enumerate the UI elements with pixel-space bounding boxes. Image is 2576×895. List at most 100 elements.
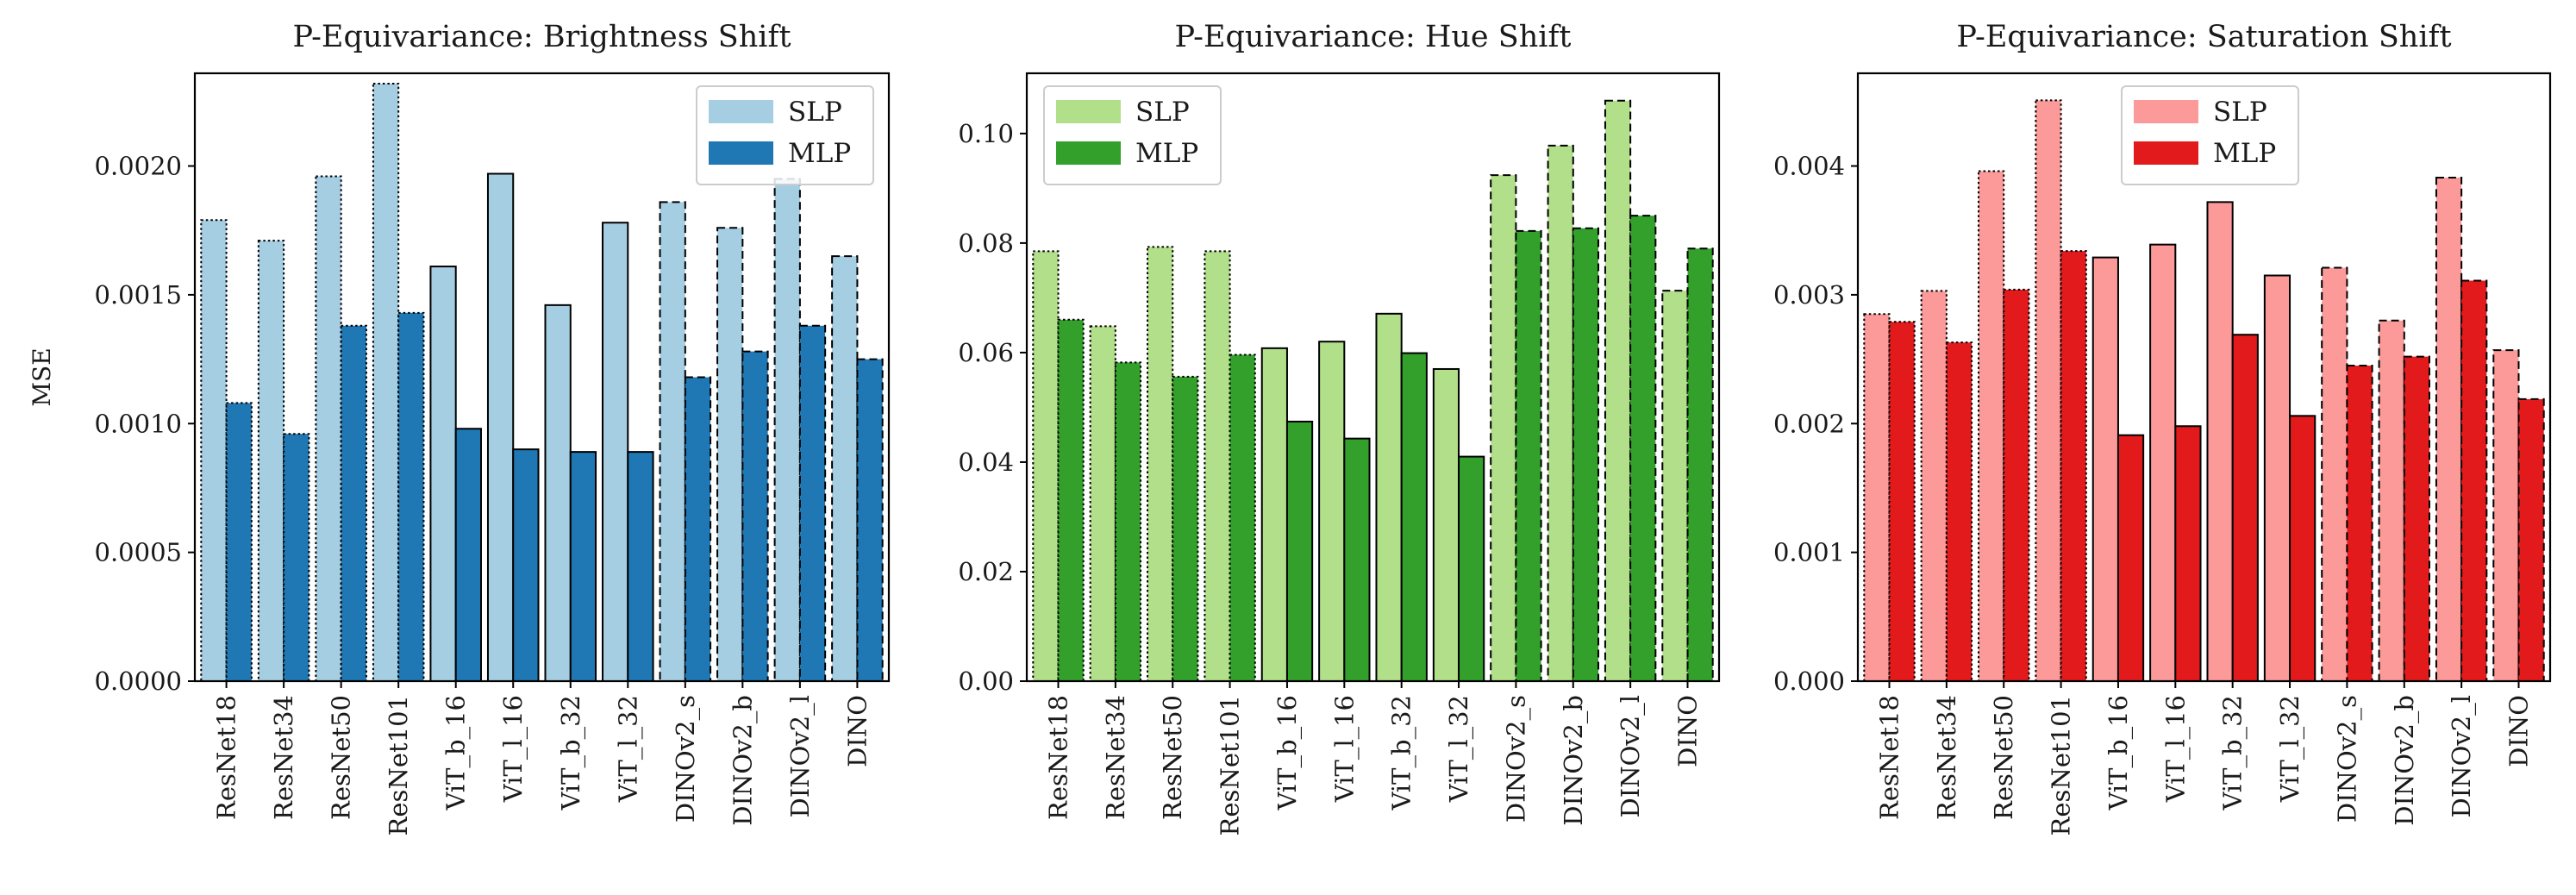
x-tick-label: ViT_l_16 [2160, 695, 2191, 803]
y-tick-label: 0.04 [958, 448, 1014, 477]
bar-slp-vit_b_32 [1375, 312, 1403, 682]
bar-slp-resnet101 [2035, 99, 2062, 683]
x-tick-label: DINOv2_s [2332, 695, 2362, 823]
bar-slp-vit_b_16 [1260, 347, 1288, 682]
y-tick-label: 0.00 [958, 667, 1014, 696]
x-tick-label: DINOv2_b [2390, 695, 2420, 826]
bar-mlp-dino [2517, 397, 2545, 682]
bar-mlp-resnet101 [1229, 354, 1256, 682]
y-tick-label: 0.10 [958, 119, 1014, 148]
bar-slp-vit_l_32 [2263, 274, 2292, 682]
legend-label-slp: SLP [788, 97, 842, 128]
bar-slp-vit_l_16 [1318, 341, 1346, 682]
x-tick-label: ResNet34 [269, 695, 298, 820]
bar-slp-dinov2_s [659, 201, 686, 683]
bar-mlp-resnet18 [225, 402, 253, 682]
y-tick-label: 0.0010 [95, 409, 182, 438]
y-tick-label: 0.06 [958, 338, 1014, 367]
bar-mlp-vit_l_16 [512, 448, 540, 682]
legend-swatch-slp [2134, 100, 2198, 123]
bar-slp-dino [2492, 349, 2520, 682]
y-axis-label: MSE [28, 347, 56, 406]
x-tick-label: ResNet34 [1932, 695, 1961, 820]
bar-slp-dinov2_b [1547, 144, 1574, 683]
x-tick-label: ViT_b_32 [556, 695, 586, 811]
bar-mlp-dinov2_l [1629, 215, 1657, 682]
bar-mlp-dino [856, 358, 884, 682]
bar-slp-resnet34 [1089, 325, 1116, 682]
bar-slp-dinov2_s [2321, 266, 2348, 682]
x-tick-label: DINO [1673, 695, 1703, 767]
x-tick-label: ResNet18 [1044, 695, 1073, 820]
bar-mlp-vit_b_32 [1400, 352, 1428, 682]
y-tick-label: 0.0015 [95, 280, 182, 310]
y-tick-label: 0.08 [958, 228, 1014, 258]
x-tick-label: DINOv2_l [785, 695, 816, 817]
bar-mlp-resnet34 [1114, 361, 1142, 682]
x-tick-label: ViT_l_32 [2275, 695, 2305, 803]
bar-mlp-vit_l_32 [2289, 415, 2317, 682]
bar-slp-vit_l_16 [486, 172, 515, 683]
y-tick-label: 0.02 [958, 557, 1014, 586]
x-tick-label: DINOv2_s [671, 695, 701, 823]
y-tick-label: 0.0000 [95, 667, 182, 696]
bar-mlp-dinov2_l [798, 324, 827, 682]
x-tick-label: ResNet101 [1216, 695, 1245, 836]
bar-mlp-resnet18 [1888, 321, 1916, 682]
bar-mlp-resnet50 [2003, 288, 2030, 682]
bar-slp-resnet50 [315, 175, 342, 683]
legend-swatch-mlp [1056, 141, 1121, 165]
legend-label-mlp: MLP [788, 138, 851, 169]
x-tick-label: DINOv2_l [1616, 695, 1646, 817]
bar-slp-resnet50 [1978, 170, 2005, 682]
chart-title: P-Equivariance: Saturation Shift [1956, 20, 2451, 54]
bar-mlp-resnet101 [2060, 250, 2087, 682]
y-tick-label: 0.000 [1773, 667, 1845, 696]
x-tick-label: DINOv2_s [1501, 695, 1531, 823]
bar-mlp-vit_b_32 [2231, 334, 2259, 682]
axes-frame [1856, 72, 2552, 683]
x-tick-label: ViT_b_16 [2104, 695, 2134, 811]
chart-title: P-Equivariance: Hue Shift [1175, 20, 1572, 54]
x-tick-label: ResNet50 [1989, 695, 2018, 820]
bar-mlp-vit_l_16 [1343, 437, 1371, 682]
bar-mlp-dinov2_s [1515, 229, 1542, 682]
bar-mlp-dino [1686, 247, 1714, 682]
bar-slp-vit_b_16 [429, 266, 457, 682]
bar-mlp-dinov2_b [741, 350, 769, 682]
bar-slp-resnet18 [1032, 250, 1060, 682]
y-tick-label: 0.0005 [95, 538, 182, 567]
bar-slp-dinov2_s [1490, 174, 1517, 682]
bar-mlp-vit_b_16 [454, 428, 482, 682]
bar-slp-dinov2_l [1604, 99, 1632, 682]
bar-slp-dino [1661, 290, 1689, 682]
bar-slp-dinov2_b [2378, 319, 2405, 682]
bar-mlp-resnet50 [340, 324, 367, 682]
legend-swatch-slp [709, 100, 773, 123]
bar-slp-vit_l_32 [1432, 367, 1460, 682]
bar-slp-vit_l_16 [2149, 243, 2177, 682]
bar-mlp-resnet101 [397, 311, 425, 682]
hue-shift-panel: P-Equivariance: Hue Shift 0.00 0.02 0.04 0.0… [958, 20, 1721, 836]
bar-slp-dinov2_l [2435, 176, 2463, 682]
x-tick-label: DINO [2504, 695, 2534, 767]
bar-mlp-vit_l_16 [2174, 425, 2202, 682]
legend-label-mlp: MLP [2213, 138, 2276, 169]
legend-label-mlp: MLP [1135, 138, 1198, 169]
bar-mlp-vit_b_16 [1285, 420, 1314, 682]
x-tick-label: ViT_l_32 [1444, 695, 1474, 803]
bar-slp-vit_b_32 [2206, 201, 2234, 683]
bar-slp-vit_b_16 [2091, 256, 2119, 682]
legend-swatch-mlp [2134, 141, 2198, 165]
legend-label-slp: SLP [2213, 97, 2267, 128]
bar-mlp-resnet34 [283, 433, 310, 682]
axes-frame [1025, 72, 1721, 683]
bar-slp-resnet101 [372, 82, 400, 682]
bar-mlp-dinov2_b [2403, 355, 2430, 682]
y-tick-label: 0.001 [1773, 538, 1845, 567]
x-tick-label: DINOv2_b [1559, 695, 1589, 826]
legend-label-slp: SLP [1135, 97, 1190, 128]
bar-mlp-dinov2_s [2346, 365, 2373, 682]
x-tick-label: ViT_l_16 [498, 695, 528, 803]
y-tick-label: 0.0020 [95, 152, 182, 181]
